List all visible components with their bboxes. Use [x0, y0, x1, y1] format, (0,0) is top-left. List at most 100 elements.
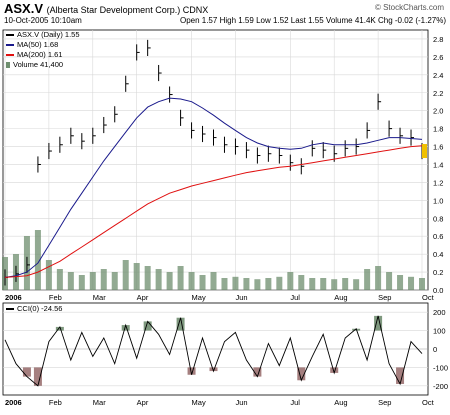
volume-bar: [67, 272, 74, 290]
legend-volume-swatch: [6, 61, 10, 68]
volume-bar: [122, 260, 129, 290]
legend-ma200: MA(200) 1.61: [6, 50, 62, 59]
volume-bar: [166, 272, 173, 290]
symbol-title: ASX.V (Alberta Star Development Corp.) C…: [4, 1, 208, 16]
cci-line: [4, 315, 423, 387]
volume-bar: [331, 279, 338, 290]
price-x-tick-label: Oct: [422, 293, 435, 302]
legend-ma50-label: MA(50) 1.68: [17, 40, 59, 49]
price-y-tick-label: 1.4: [433, 160, 443, 169]
volume-bar: [408, 276, 415, 290]
price-x-tick-label: Sep: [378, 293, 391, 302]
cci-oversold-fill: [209, 367, 218, 372]
quote-date: 10-Oct-2005 10:10am: [4, 16, 82, 25]
legend-cci-label: CCI(0) -24.56: [17, 304, 63, 313]
cci-x-tick-label: Jul: [290, 398, 300, 407]
price-y-tick-label: 1.0: [433, 196, 443, 205]
price-x-tick-label: Apr: [137, 293, 149, 302]
volume-bar: [45, 260, 52, 290]
volume-bar: [254, 279, 261, 290]
symbol-text: ASX.V: [4, 1, 44, 16]
volume-bar: [188, 272, 195, 290]
cci-overbought-fill: [143, 321, 152, 331]
cci-overbought-fill: [176, 317, 185, 331]
volume-bar: [419, 278, 425, 290]
price-x-tick-label: 2006: [5, 293, 22, 302]
legend-cci-swatch: [6, 307, 14, 310]
price-x-tick-label: Mar: [93, 293, 106, 302]
legend-main: ASX.V (Daily) 1.55: [6, 30, 80, 39]
legend-volume-label: Volume 41,400: [13, 60, 64, 69]
volume-bar: [89, 272, 96, 290]
ohlc-row: Open 1.57 High 1.59 Low 1.52 Last 1.55 V…: [180, 16, 446, 25]
price-y-tick-label: 1.8: [433, 125, 443, 134]
open-value: Open 1.57: [179, 16, 218, 25]
cci-y-tick-label: -200: [433, 382, 448, 391]
company-name: (Alberta Star Development Corp.) CDNX: [46, 5, 209, 15]
volume-bar: [199, 275, 206, 290]
price-y-tick-label: 0.8: [433, 214, 443, 223]
price-y-tick-label: 0.2: [433, 268, 443, 277]
cci-y-tick-label: -100: [433, 363, 448, 372]
legend-ma200-label: MA(200) 1.61: [17, 50, 63, 59]
volume-bar: [155, 269, 162, 290]
legend-ma200-swatch: [6, 53, 14, 56]
cci-x-tick-label: May: [192, 398, 206, 407]
copyright-text: © StockCharts.com: [374, 3, 444, 12]
volume-bar: [100, 269, 107, 290]
legend-cci: CCI(0) -24.56: [6, 304, 62, 313]
high-value: High 1.59: [219, 16, 254, 25]
price-x-tick-label: Feb: [49, 293, 62, 302]
cci-y-tick-label: 0: [433, 345, 437, 354]
volume-bar: [287, 272, 294, 290]
price-x-tick-label: Aug: [334, 293, 347, 302]
volume-bar: [276, 276, 283, 290]
price-y-tick-label: 0.6: [433, 232, 443, 241]
price-y-tick-label: 1.2: [433, 178, 443, 187]
cci-overbought-fill: [121, 325, 130, 331]
price-y-tick-label: 2.8: [433, 35, 443, 44]
cci-oversold-fill: [253, 367, 262, 377]
last-value: Last 1.55: [290, 16, 324, 25]
legend-volume: Volume 41,400: [6, 60, 63, 69]
legend-ma50: MA(50) 1.68: [6, 40, 58, 49]
volume-bar: [232, 276, 239, 290]
volume-bar: [78, 275, 85, 290]
price-x-tick-label: Jul: [290, 293, 300, 302]
cci-oversold-fill: [22, 367, 31, 377]
legend-main-swatch: [6, 33, 14, 36]
volume-bar: [243, 278, 250, 290]
volume-bar: [386, 272, 393, 290]
cci-oversold-fill: [396, 367, 405, 384]
last-price-marker: [422, 144, 427, 159]
cci-oversold-fill: [33, 367, 42, 386]
price-y-tick-label: 2.0: [433, 107, 443, 116]
volume-bar: [111, 272, 118, 290]
cci-overbought-fill: [55, 326, 64, 331]
price-y-tick-label: 0.0: [433, 286, 443, 295]
price-y-tick-label: 1.6: [433, 143, 443, 152]
volume-bar: [364, 269, 371, 290]
cci-x-tick-label: 2006: [5, 398, 22, 407]
cci-x-tick-label: Aug: [334, 398, 347, 407]
volume-bar: [265, 278, 272, 290]
volume-bar: [298, 275, 305, 290]
ma50-line: [4, 97, 423, 278]
cci-x-tick-label: Oct: [422, 398, 435, 407]
volume-bar: [177, 266, 184, 290]
volume-bar: [342, 278, 349, 290]
price-x-tick-label: Jun: [235, 293, 247, 302]
volume-value: Volume 41.4K: [325, 16, 376, 25]
volume-bar: [56, 269, 63, 290]
volume-bar: [375, 266, 382, 290]
volume-bar: [221, 278, 228, 290]
volume-bar: [144, 266, 151, 290]
price-y-tick-label: 2.4: [433, 71, 443, 80]
volume-bar: [309, 278, 316, 290]
cci-x-tick-label: Apr: [137, 398, 149, 407]
cci-x-tick-label: Jun: [235, 398, 247, 407]
cci-overbought-fill: [374, 315, 383, 331]
cci-oversold-fill: [297, 367, 306, 381]
price-y-tick-label: 2.2: [433, 89, 443, 98]
